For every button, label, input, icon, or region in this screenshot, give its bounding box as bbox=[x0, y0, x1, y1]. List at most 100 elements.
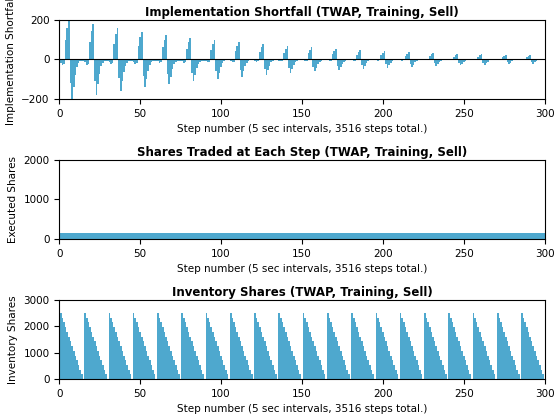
Bar bbox=[227, 233, 228, 239]
Bar bbox=[405, 233, 407, 239]
Bar bbox=[110, 233, 112, 239]
Bar bbox=[374, 233, 376, 239]
Bar bbox=[207, 318, 209, 379]
Bar bbox=[345, 233, 347, 239]
Bar bbox=[264, 233, 265, 239]
Bar bbox=[306, 323, 307, 379]
Bar bbox=[513, 233, 515, 239]
Bar bbox=[67, 28, 68, 60]
Bar bbox=[463, 233, 465, 239]
Bar bbox=[246, 360, 248, 379]
Bar bbox=[361, 233, 362, 239]
Bar bbox=[413, 60, 414, 65]
Bar bbox=[147, 355, 149, 379]
Bar bbox=[233, 60, 235, 61]
Bar bbox=[502, 327, 503, 379]
Bar bbox=[80, 370, 81, 379]
Bar bbox=[112, 233, 114, 239]
Bar bbox=[434, 60, 436, 63]
Bar bbox=[322, 233, 324, 239]
Bar bbox=[324, 233, 325, 239]
Bar bbox=[540, 370, 542, 379]
Bar bbox=[176, 370, 178, 379]
Bar bbox=[248, 233, 249, 239]
Bar bbox=[146, 351, 147, 379]
Bar bbox=[426, 318, 427, 379]
Bar bbox=[118, 341, 120, 379]
Bar bbox=[343, 360, 345, 379]
Bar bbox=[78, 60, 80, 63]
Bar bbox=[191, 341, 193, 379]
Bar bbox=[149, 233, 151, 239]
Bar bbox=[502, 233, 503, 239]
Bar bbox=[343, 233, 345, 239]
Bar bbox=[421, 375, 422, 379]
Bar bbox=[87, 323, 89, 379]
Bar bbox=[337, 60, 338, 66]
Bar bbox=[209, 323, 211, 379]
Bar bbox=[288, 341, 290, 379]
Bar bbox=[157, 233, 158, 239]
Bar bbox=[222, 60, 223, 63]
Bar bbox=[367, 60, 369, 61]
Bar bbox=[188, 42, 189, 60]
Bar bbox=[160, 60, 162, 63]
Bar bbox=[241, 346, 243, 379]
Bar bbox=[351, 233, 353, 239]
Bar bbox=[249, 370, 251, 379]
Bar bbox=[282, 60, 283, 61]
Bar bbox=[186, 49, 188, 60]
Bar bbox=[507, 341, 508, 379]
Bar bbox=[157, 313, 158, 379]
Bar bbox=[175, 60, 176, 62]
Bar bbox=[62, 60, 63, 66]
Y-axis label: Executed Shares: Executed Shares bbox=[8, 156, 18, 243]
Bar bbox=[371, 233, 372, 239]
Bar bbox=[198, 60, 199, 64]
Bar bbox=[216, 60, 217, 71]
Bar bbox=[416, 360, 418, 379]
Bar bbox=[245, 355, 246, 379]
Bar bbox=[356, 233, 358, 239]
Bar bbox=[400, 313, 402, 379]
Bar bbox=[309, 233, 311, 239]
Bar bbox=[81, 60, 83, 61]
Bar bbox=[207, 233, 209, 239]
Bar bbox=[248, 60, 249, 61]
Bar bbox=[526, 327, 528, 379]
Bar bbox=[318, 60, 319, 64]
Bar bbox=[330, 233, 332, 239]
Bar bbox=[320, 233, 322, 239]
Bar bbox=[343, 60, 345, 62]
Bar bbox=[337, 341, 338, 379]
Bar bbox=[450, 318, 451, 379]
Bar bbox=[486, 351, 487, 379]
Bar bbox=[259, 327, 260, 379]
Bar bbox=[183, 318, 185, 379]
Bar bbox=[131, 60, 133, 61]
Bar bbox=[230, 60, 231, 61]
Bar bbox=[330, 60, 332, 61]
Bar bbox=[318, 355, 319, 379]
Bar bbox=[427, 233, 429, 239]
Bar bbox=[85, 313, 86, 379]
Bar bbox=[438, 60, 440, 62]
Bar bbox=[158, 233, 160, 239]
Bar bbox=[491, 365, 492, 379]
Bar bbox=[316, 351, 318, 379]
Bar bbox=[463, 60, 465, 62]
Bar bbox=[260, 47, 262, 60]
Bar bbox=[416, 60, 418, 61]
Bar bbox=[353, 318, 354, 379]
Bar bbox=[194, 233, 196, 239]
Bar bbox=[312, 341, 314, 379]
Bar bbox=[458, 233, 460, 239]
Bar bbox=[172, 233, 173, 239]
Bar bbox=[312, 60, 314, 67]
Bar bbox=[158, 60, 160, 63]
Bar bbox=[473, 233, 474, 239]
X-axis label: Step number (5 sec intervals, 3516 steps total.): Step number (5 sec intervals, 3516 steps… bbox=[177, 265, 427, 274]
Bar bbox=[235, 233, 236, 239]
Bar bbox=[436, 233, 437, 239]
Bar bbox=[296, 365, 298, 379]
